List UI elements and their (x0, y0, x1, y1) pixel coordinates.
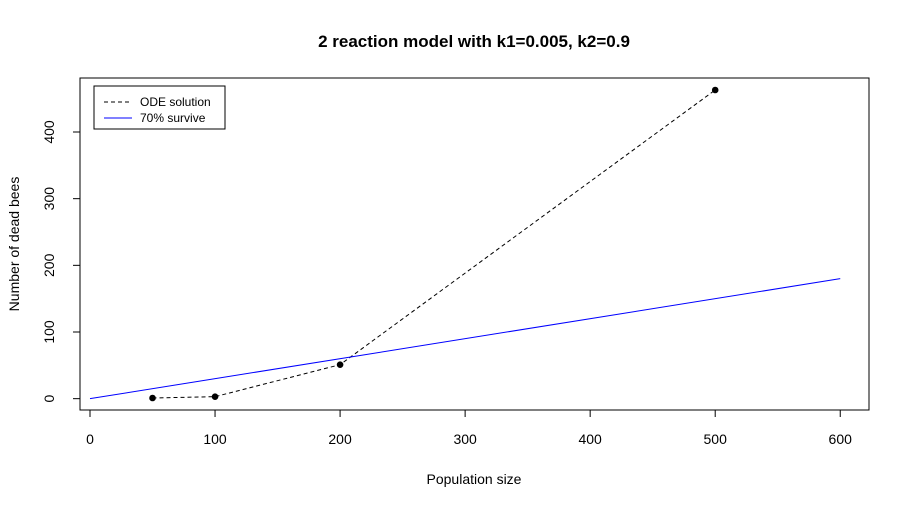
x-tick-label: 0 (86, 431, 94, 447)
y-axis-label: Number of dead bees (6, 177, 22, 312)
legend-box (93, 85, 226, 130)
data-point (211, 393, 219, 400)
x-tick-label: 500 (704, 431, 728, 447)
x-tick-label: 100 (203, 431, 227, 447)
legend: ODE solution 70% survive (93, 85, 226, 130)
x-tick-label: 400 (578, 431, 602, 447)
y-tick-label: 300 (41, 187, 57, 211)
data-point (336, 361, 344, 368)
y-tick-label: 400 (41, 120, 57, 144)
legend-label-ode: ODE solution (140, 95, 211, 109)
data-point (711, 86, 719, 94)
series-layer (89, 86, 841, 402)
legend-label-survive: 70% survive (140, 111, 206, 125)
x-tick-label: 200 (328, 431, 352, 447)
data-point (149, 394, 156, 402)
x-axis-label: Population size (427, 471, 522, 487)
y-axis: 0 100 200 300 400 (41, 120, 81, 403)
chart-title: 2 reaction model with k1=0.005, k2=0.9 (318, 32, 630, 51)
series-line-0 (152, 89, 716, 399)
y-tick-label: 100 (41, 320, 57, 344)
x-axis: 0 100 200 300 400 500 600 (86, 409, 853, 447)
y-tick-label: 200 (41, 253, 57, 277)
y-tick-label: 0 (41, 395, 57, 403)
series-line-1 (89, 278, 841, 400)
x-tick-label: 600 (829, 431, 853, 447)
x-tick-label: 300 (453, 431, 477, 447)
